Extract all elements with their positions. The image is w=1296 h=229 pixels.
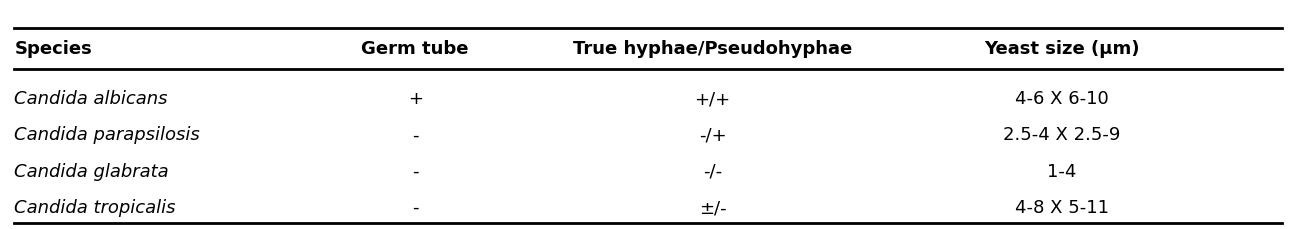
Text: ±/-: ±/- xyxy=(699,198,727,216)
Text: +/+: +/+ xyxy=(695,90,731,108)
Text: True hyphae/Pseudohyphae: True hyphae/Pseudohyphae xyxy=(573,40,853,58)
Text: -: - xyxy=(412,126,419,144)
Text: Candida tropicalis: Candida tropicalis xyxy=(14,198,176,216)
Text: -: - xyxy=(412,198,419,216)
Text: 4-8 X 5-11: 4-8 X 5-11 xyxy=(1015,198,1109,216)
Text: Germ tube: Germ tube xyxy=(362,40,469,58)
Text: -/-: -/- xyxy=(704,162,722,180)
Text: Candida parapsilosis: Candida parapsilosis xyxy=(14,126,200,144)
Text: Species: Species xyxy=(14,40,92,58)
Text: 4-6 X 6-10: 4-6 X 6-10 xyxy=(1015,90,1108,108)
Text: +: + xyxy=(408,90,422,108)
Text: -: - xyxy=(412,162,419,180)
Text: -/+: -/+ xyxy=(699,126,727,144)
Text: 2.5-4 X 2.5-9: 2.5-4 X 2.5-9 xyxy=(1003,126,1121,144)
Text: Candida glabrata: Candida glabrata xyxy=(14,162,168,180)
Text: Yeast size (μm): Yeast size (μm) xyxy=(984,40,1139,58)
Text: Candida albicans: Candida albicans xyxy=(14,90,167,108)
Text: 1-4: 1-4 xyxy=(1047,162,1077,180)
